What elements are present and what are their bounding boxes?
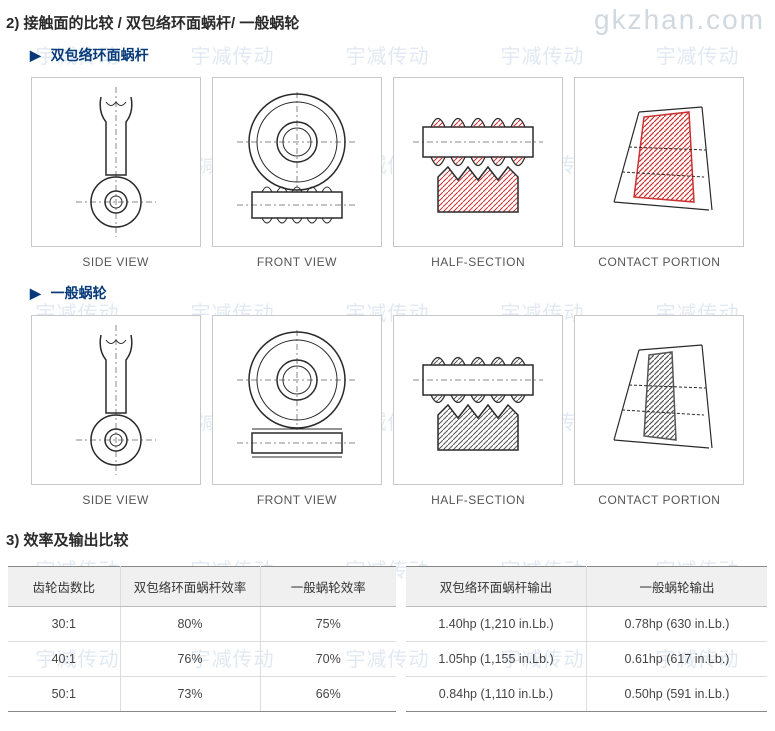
caption: SIDE VIEW: [82, 493, 149, 507]
triangle-icon: ▶: [30, 285, 41, 301]
efficiency-tables: 齿轮齿数比 双包络环面蜗杆效率 一般蜗轮效率 30:1 80% 75% 40:1…: [0, 554, 775, 712]
caption: FRONT VIEW: [257, 255, 337, 269]
table-row: 50:1 73% 66%: [8, 677, 396, 712]
table-row: 30:1 80% 75%: [8, 607, 396, 642]
col-outB: 一般蜗轮输出: [587, 567, 768, 607]
groupA-figures: SIDE VIEW FRONT VIEW: [0, 77, 775, 269]
figure-contact-a: CONTACT PORTION: [574, 77, 745, 269]
section2-title: 2) 接触面的比较 / 双包络环面蜗杆/ 一般蜗轮: [0, 8, 775, 37]
section3-title: 3) 效率及输出比较: [0, 525, 775, 554]
col-effA: 双包络环面蜗杆效率: [120, 567, 260, 607]
figure-box: [31, 77, 201, 247]
groupB-title: ▶ 一般蜗轮: [0, 275, 775, 315]
caption: SIDE VIEW: [82, 255, 149, 269]
figure-box: [212, 315, 382, 485]
figure-side-view-a: SIDE VIEW: [30, 77, 201, 269]
triangle-icon: ▶: [30, 47, 41, 63]
figure-box: [393, 77, 563, 247]
figure-box: [31, 315, 201, 485]
col-ratio: 齿轮齿数比: [8, 567, 120, 607]
table-row: 1.40hp (1,210 in.Lb.) 0.78hp (630 in.Lb.…: [406, 607, 767, 642]
groupB-figures: SIDE VIEW FRONT VIEW: [0, 315, 775, 507]
table-row: 40:1 76% 70%: [8, 642, 396, 677]
figure-box: [574, 315, 744, 485]
figure-contact-b: CONTACT PORTION: [574, 315, 745, 507]
caption: HALF-SECTION: [431, 255, 525, 269]
col-effB: 一般蜗轮效率: [260, 567, 396, 607]
caption: CONTACT PORTION: [598, 255, 720, 269]
figure-front-view-a: FRONT VIEW: [211, 77, 382, 269]
figure-half-section-a: HALF-SECTION: [393, 77, 564, 269]
efficiency-table-left: 齿轮齿数比 双包络环面蜗杆效率 一般蜗轮效率 30:1 80% 75% 40:1…: [8, 566, 396, 712]
col-outA: 双包络环面蜗杆输出: [406, 567, 587, 607]
figure-front-view-b: FRONT VIEW: [211, 315, 382, 507]
figure-box: [393, 315, 563, 485]
caption: CONTACT PORTION: [598, 493, 720, 507]
groupA-title: ▶ 双包络环面蜗杆: [0, 37, 775, 77]
figure-box: [574, 77, 744, 247]
figure-box: [212, 77, 382, 247]
table-row: 1.05hp (1,155 in.Lb.) 0.61hp (617 in.Lb.…: [406, 642, 767, 677]
efficiency-table-right: 双包络环面蜗杆输出 一般蜗轮输出 1.40hp (1,210 in.Lb.) 0…: [406, 566, 767, 712]
table-row: 0.84hp (1,110 in.Lb.) 0.50hp (591 in.Lb.…: [406, 677, 767, 712]
caption: HALF-SECTION: [431, 493, 525, 507]
caption: FRONT VIEW: [257, 493, 337, 507]
figure-half-section-b: HALF-SECTION: [393, 315, 564, 507]
figure-side-view-b: SIDE VIEW: [30, 315, 201, 507]
